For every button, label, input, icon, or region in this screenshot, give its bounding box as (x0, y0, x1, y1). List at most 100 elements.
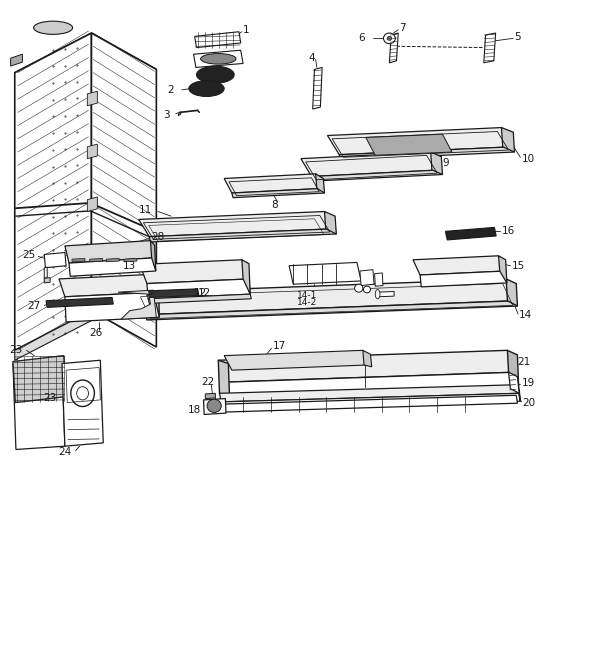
Text: 6: 6 (358, 33, 365, 44)
Text: 27: 27 (27, 301, 40, 311)
Polygon shape (59, 274, 158, 297)
Polygon shape (313, 67, 322, 109)
Polygon shape (327, 128, 513, 155)
Polygon shape (484, 33, 496, 63)
Polygon shape (65, 292, 159, 322)
Text: 21: 21 (517, 357, 530, 368)
Polygon shape (232, 188, 324, 198)
Polygon shape (445, 227, 496, 240)
Polygon shape (204, 399, 226, 414)
Text: 14: 14 (519, 310, 532, 321)
Polygon shape (242, 260, 250, 294)
Ellipse shape (375, 290, 380, 299)
Text: 7: 7 (399, 23, 406, 34)
Polygon shape (221, 393, 520, 410)
Polygon shape (289, 262, 361, 284)
Polygon shape (149, 229, 336, 242)
Polygon shape (375, 273, 383, 286)
Polygon shape (72, 258, 85, 262)
Text: 16: 16 (502, 225, 514, 236)
Polygon shape (13, 356, 66, 403)
Text: 1: 1 (243, 25, 250, 36)
Text: 23: 23 (9, 344, 22, 355)
Polygon shape (363, 350, 372, 367)
Ellipse shape (201, 54, 236, 64)
Polygon shape (389, 33, 398, 63)
Text: 5: 5 (514, 32, 521, 42)
Text: 12: 12 (198, 288, 211, 299)
Polygon shape (431, 152, 442, 175)
Ellipse shape (189, 81, 224, 97)
Polygon shape (209, 403, 224, 412)
Polygon shape (178, 112, 181, 116)
Polygon shape (87, 144, 97, 159)
Polygon shape (152, 274, 159, 317)
Polygon shape (224, 174, 323, 193)
Text: 9: 9 (442, 157, 449, 168)
Polygon shape (150, 241, 156, 271)
Polygon shape (194, 50, 243, 67)
Polygon shape (46, 297, 113, 307)
Polygon shape (69, 258, 156, 276)
Ellipse shape (34, 21, 73, 34)
Polygon shape (378, 292, 394, 297)
Polygon shape (118, 290, 156, 319)
Text: 10: 10 (522, 153, 535, 164)
Ellipse shape (355, 284, 363, 292)
Text: 14-2: 14-2 (297, 297, 317, 307)
Polygon shape (228, 372, 519, 397)
Polygon shape (413, 256, 506, 275)
Text: 22: 22 (202, 377, 215, 387)
Text: 12: 12 (194, 288, 206, 299)
Text: 2: 2 (168, 85, 174, 95)
Ellipse shape (207, 399, 221, 412)
Polygon shape (509, 372, 519, 393)
Text: 24: 24 (59, 447, 72, 457)
Polygon shape (195, 32, 241, 48)
Polygon shape (517, 385, 520, 401)
Polygon shape (499, 256, 507, 283)
Polygon shape (148, 294, 251, 303)
Text: 28: 28 (152, 232, 165, 243)
Ellipse shape (363, 286, 371, 293)
Text: 19: 19 (522, 378, 535, 389)
Text: 13: 13 (123, 261, 136, 272)
Polygon shape (224, 350, 371, 370)
Polygon shape (147, 279, 250, 299)
Text: 3: 3 (163, 110, 170, 120)
Polygon shape (13, 364, 65, 449)
Text: 15: 15 (512, 260, 525, 271)
Polygon shape (15, 33, 156, 107)
Polygon shape (301, 152, 441, 176)
Polygon shape (44, 278, 50, 283)
Polygon shape (324, 212, 336, 234)
Polygon shape (420, 271, 507, 287)
Polygon shape (62, 360, 103, 446)
Polygon shape (87, 250, 97, 264)
Polygon shape (140, 260, 249, 284)
Polygon shape (15, 311, 91, 360)
Polygon shape (136, 279, 516, 315)
Polygon shape (339, 147, 514, 160)
Ellipse shape (196, 66, 234, 83)
Text: 14-1: 14-1 (297, 291, 317, 300)
Polygon shape (91, 33, 156, 347)
Polygon shape (312, 170, 442, 181)
Polygon shape (106, 258, 119, 262)
Text: 25: 25 (22, 250, 35, 260)
Polygon shape (218, 350, 517, 382)
Polygon shape (209, 395, 517, 412)
Text: 20: 20 (523, 398, 536, 408)
Text: 23: 23 (44, 393, 57, 403)
Text: 17: 17 (273, 341, 286, 352)
Polygon shape (15, 33, 91, 350)
Polygon shape (44, 267, 47, 278)
Polygon shape (219, 385, 519, 402)
Text: 18: 18 (188, 405, 201, 416)
Polygon shape (44, 253, 66, 268)
Polygon shape (87, 197, 97, 212)
Polygon shape (218, 360, 230, 397)
Polygon shape (360, 270, 374, 286)
Polygon shape (87, 91, 97, 106)
Polygon shape (502, 128, 514, 152)
